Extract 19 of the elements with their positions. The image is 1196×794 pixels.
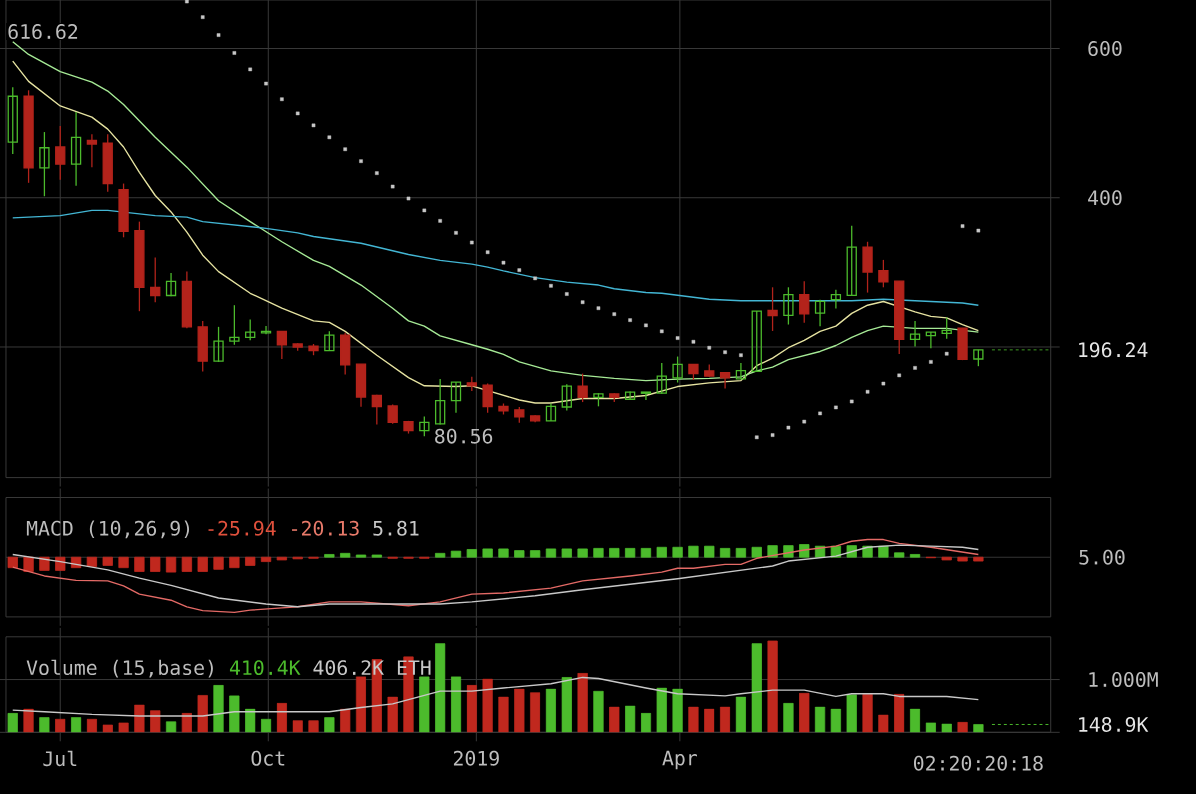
- y-tick-label: 600: [1088, 41, 1122, 56]
- text: Volume (15,base): [26, 659, 213, 678]
- text: -20.13: [292, 520, 359, 536]
- x-tick-label: Apr: [662, 750, 698, 770]
- ref-line-label: 196.24: [1079, 342, 1148, 358]
- text: 02:20:20:18: [914, 755, 1043, 771]
- x-tick-label: Oct: [251, 750, 285, 766]
- text: -25.94: [208, 520, 276, 536]
- chart-title: MACD (10,26,9): [26, 520, 190, 539]
- annotation: 80.56: [435, 428, 493, 444]
- annotation: 616.62: [8, 24, 78, 40]
- y-tick-label: 1.000M: [1089, 672, 1158, 688]
- text: 5.81: [373, 520, 419, 536]
- x-tick-label: Jul: [43, 750, 77, 767]
- y-tick-label: 400: [1088, 190, 1122, 206]
- x-tick-label: 2019: [453, 750, 499, 766]
- annotation: 410.4K: [229, 660, 301, 676]
- text: 5.00: [1079, 549, 1125, 565]
- ref-line-label: 148.9K: [1079, 716, 1149, 732]
